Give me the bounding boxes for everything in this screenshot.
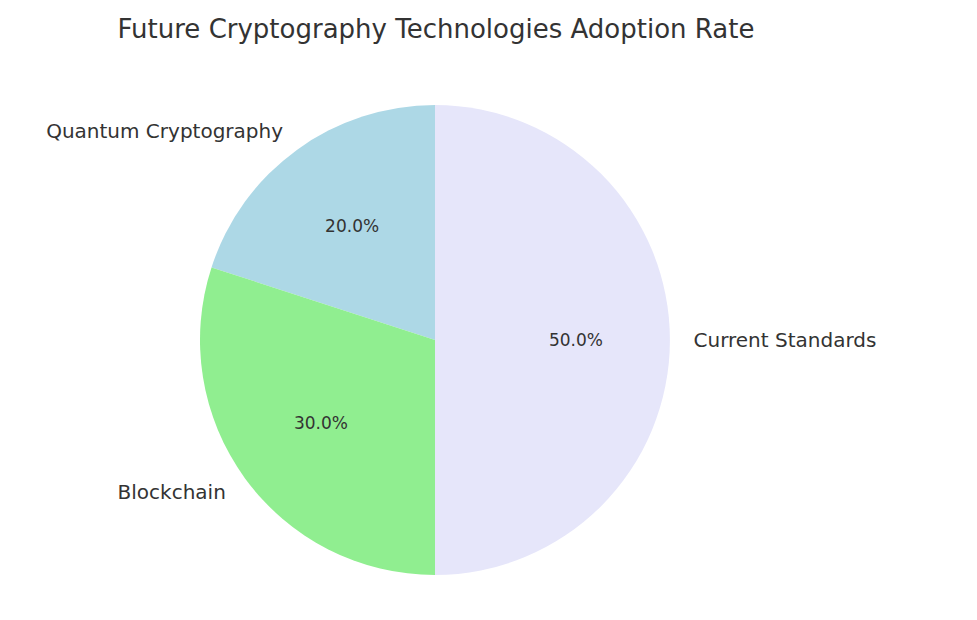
pie <box>200 105 670 575</box>
labels: Quantum Cryptography 20.0% Blockchain 30.0%… <box>46 119 876 504</box>
background <box>0 0 977 620</box>
category-label: Current Standards <box>694 328 877 352</box>
title: Future Cryptography Technologies Adoptio… <box>118 14 755 44</box>
category-label: Quantum Cryptography <box>46 119 283 143</box>
slice <box>200 267 435 575</box>
category-label: Blockchain <box>118 480 226 504</box>
data-label: 50.0% <box>549 330 603 350</box>
slice <box>435 105 670 575</box>
chart: Future Cryptography Technologies Adoptio… <box>0 0 977 620</box>
data-label: 20.0% <box>325 216 379 236</box>
data-label: 30.0% <box>294 413 348 433</box>
